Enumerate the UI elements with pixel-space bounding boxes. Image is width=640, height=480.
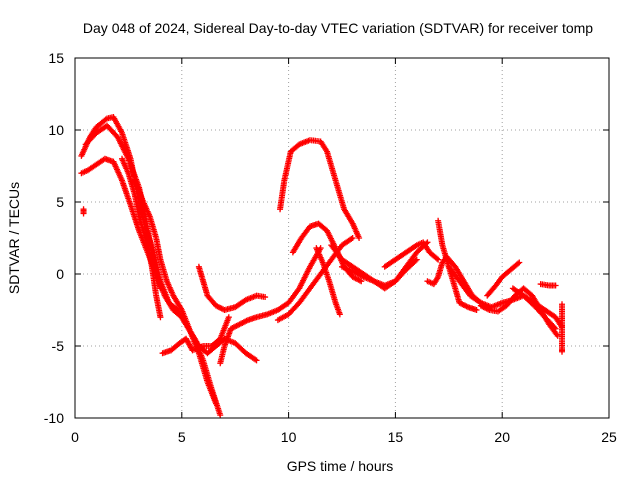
data-point: [212, 400, 219, 407]
data-point: [80, 206, 87, 213]
data-point: [225, 314, 232, 321]
data-point: [515, 260, 522, 267]
x-tick-label: 15: [388, 429, 404, 445]
axis-ticks: 0 5 10 15 20 25 -10 -5 0 5 10 15: [44, 50, 617, 445]
y-tick-label: -10: [44, 410, 64, 426]
y-tick-label: 0: [56, 266, 64, 282]
data-point: [262, 294, 269, 301]
data-point: [253, 357, 260, 364]
data-point: [551, 324, 558, 331]
grid-lines: [75, 58, 609, 418]
data-point: [552, 325, 559, 332]
x-tick-label: 20: [494, 429, 510, 445]
y-tick-label: -5: [52, 338, 65, 354]
data-point: [217, 412, 224, 419]
data-point: [157, 314, 164, 321]
x-tick-label: 5: [178, 429, 186, 445]
data-point: [516, 259, 523, 266]
data-point: [412, 257, 419, 264]
chart-title: Day 048 of 2024, Sidereal Day-to-day VTE…: [83, 20, 593, 36]
data-point: [473, 307, 480, 313]
y-tick-label: 5: [56, 194, 64, 210]
y-axis-label: SDTVAR / TECUs: [6, 182, 22, 294]
x-tick-label: 25: [601, 429, 617, 445]
data-point: [157, 285, 164, 292]
data-point: [358, 278, 365, 285]
data-point: [559, 348, 566, 355]
data-points: [78, 114, 566, 419]
data-point: [435, 256, 442, 263]
data-point: [356, 235, 363, 241]
plot-frame: [74, 57, 610, 419]
data-point: [336, 311, 343, 318]
data-point: [433, 255, 440, 262]
x-tick-label: 10: [281, 429, 297, 445]
data-point: [348, 235, 355, 242]
data-point: [413, 256, 420, 263]
data-point: [252, 356, 259, 363]
x-axis-label: GPS time / hours: [287, 458, 394, 474]
y-tick-label: 15: [48, 50, 64, 66]
y-tick-label: 10: [48, 122, 64, 138]
x-tick-label: 0: [71, 429, 79, 445]
data-point: [552, 282, 559, 289]
data-point: [349, 235, 356, 241]
